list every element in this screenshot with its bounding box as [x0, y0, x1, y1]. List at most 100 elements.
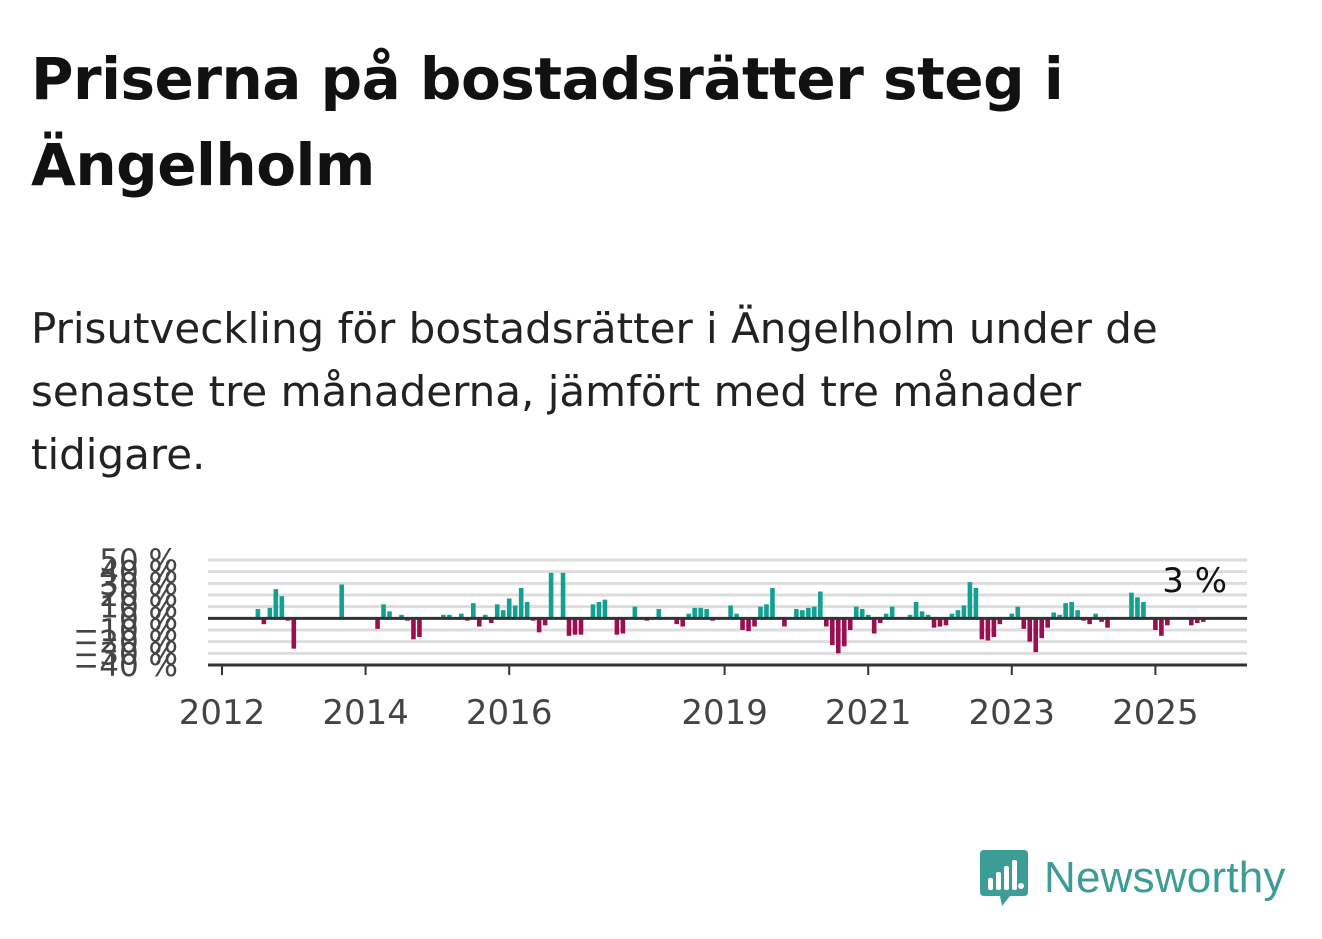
bar	[949, 613, 955, 619]
x-tick-label: 2025	[1112, 693, 1199, 733]
bar	[255, 609, 261, 619]
bar	[1105, 618, 1110, 628]
bar	[919, 611, 925, 619]
bar	[506, 598, 512, 619]
bar	[441, 614, 446, 619]
y-tick-label: −30 %	[73, 636, 178, 672]
bar	[1129, 592, 1134, 619]
y-tick-label: −40 %	[73, 648, 178, 684]
bar	[1165, 618, 1170, 626]
bar	[518, 588, 524, 619]
bar	[841, 618, 847, 647]
bar	[459, 613, 464, 619]
x-tick-label: 2021	[825, 693, 912, 733]
bar	[512, 605, 518, 619]
bar	[1063, 603, 1068, 619]
bar	[865, 614, 871, 619]
bar	[1057, 614, 1062, 619]
bar	[943, 618, 949, 626]
y-tick-label: 40 %	[99, 555, 178, 591]
bar	[500, 610, 506, 619]
bar	[614, 618, 620, 635]
bar	[590, 604, 596, 619]
bar	[572, 618, 578, 635]
bar	[261, 618, 267, 625]
bar	[399, 614, 404, 619]
bar	[818, 591, 823, 619]
bar	[1021, 618, 1027, 629]
bar	[728, 605, 733, 619]
bar	[1194, 618, 1200, 623]
bar	[267, 607, 273, 619]
bar	[620, 618, 626, 634]
bar	[488, 618, 494, 623]
bar	[291, 618, 297, 649]
bar	[979, 618, 985, 640]
bar	[542, 618, 548, 626]
bar	[1093, 613, 1098, 619]
bar	[1141, 602, 1146, 619]
bar	[1009, 613, 1015, 619]
bar	[973, 588, 979, 619]
bar	[1015, 606, 1021, 619]
x-tick-label: 2016	[466, 693, 553, 733]
bar	[1027, 618, 1033, 642]
bar	[273, 589, 279, 619]
bar	[955, 610, 961, 619]
bar	[961, 605, 967, 619]
bar	[596, 602, 602, 619]
bar	[740, 618, 745, 630]
bar	[883, 613, 889, 619]
bar	[447, 614, 452, 619]
bar	[566, 618, 572, 636]
bar	[417, 618, 422, 637]
bar	[847, 618, 853, 630]
bar	[536, 618, 542, 633]
bar	[339, 584, 344, 619]
bar	[680, 618, 686, 627]
bar	[476, 618, 482, 627]
bar	[692, 607, 697, 619]
newsworthy-logo: Newsworthy	[980, 848, 1286, 908]
bar	[698, 607, 703, 619]
bar	[830, 618, 835, 646]
bar	[387, 611, 392, 619]
y-tick-label: 0 %	[119, 601, 178, 637]
bar	[1135, 597, 1140, 619]
bar	[997, 618, 1003, 625]
bar	[931, 618, 937, 628]
x-tick-label: 2019	[681, 693, 768, 733]
bar	[806, 607, 811, 619]
bar	[752, 618, 757, 627]
bar-chart: 50 %40 %30 %20 %10 %0 %−10 %−20 %−30 %−4…	[73, 543, 1247, 733]
bar	[800, 610, 805, 619]
bar	[782, 618, 787, 627]
bar	[812, 606, 817, 619]
x-tick-label: 2012	[179, 693, 266, 733]
bar	[859, 609, 865, 619]
bar	[1075, 610, 1080, 619]
y-tick-label: 10 %	[99, 590, 178, 626]
bar	[1099, 618, 1104, 622]
bar	[686, 613, 691, 619]
bar	[824, 618, 829, 627]
bar	[524, 602, 530, 619]
bar	[494, 604, 500, 619]
y-tick-label: 30 %	[99, 566, 178, 602]
y-tick-label: −20 %	[73, 625, 178, 661]
bar	[967, 582, 973, 619]
bar	[381, 604, 386, 619]
bar	[674, 618, 680, 625]
bar	[560, 572, 566, 619]
bar	[794, 609, 799, 619]
bar	[1200, 618, 1206, 622]
y-tick-label: −10 %	[73, 613, 178, 649]
bar	[1039, 618, 1045, 639]
x-tick-label: 2014	[322, 693, 409, 733]
bar	[871, 618, 877, 634]
bar	[913, 602, 919, 619]
bar	[907, 614, 913, 619]
bar	[853, 606, 859, 619]
bar	[925, 614, 931, 619]
bar	[746, 618, 751, 632]
